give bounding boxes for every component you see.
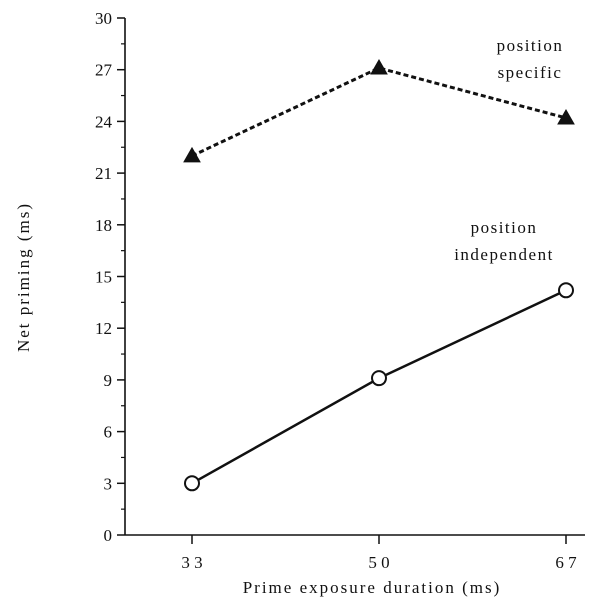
series-position-specific: [183, 58, 575, 163]
x-tick-label: 6 7: [555, 553, 577, 572]
y-tick-label: 0: [104, 526, 113, 545]
series-label-line: position: [497, 36, 564, 55]
y-axis-title: Net priming (ms): [14, 202, 33, 352]
x-tick-label: 5 0: [368, 553, 389, 572]
series-label-line: independent: [454, 245, 554, 264]
x-ticks: 3 3 5 0 6 7: [181, 535, 577, 572]
x-tick-label: 3 3: [181, 553, 202, 572]
y-tick-label: 30: [95, 9, 112, 28]
data-point-triangle: [370, 58, 388, 75]
y-tick-label: 21: [95, 164, 112, 183]
data-point-circle: [371, 370, 387, 387]
y-tick-label: 12: [95, 319, 112, 338]
x-axis-title: Prime exposure duration (ms): [243, 578, 502, 597]
series-line: [191, 66, 567, 158]
y-tick-label: 3: [104, 474, 113, 493]
data-point-circle: [184, 475, 200, 492]
y-tick-label: 9: [104, 371, 113, 390]
series-label-position-specific: position specific: [497, 36, 564, 82]
series-label-line: position: [471, 218, 538, 237]
series-position-independent: [184, 282, 574, 492]
y-tick-label: 15: [95, 268, 112, 287]
y-tick-label: 18: [95, 216, 112, 235]
y-tick-label: 6: [104, 423, 113, 442]
series-label-position-independent: position independent: [454, 218, 554, 264]
series-line: [191, 289, 567, 485]
y-tick-label: 24: [95, 112, 113, 131]
series-label-line: specific: [498, 63, 563, 82]
data-point-circle: [558, 282, 574, 299]
data-point-triangle: [557, 108, 575, 125]
data-point-triangle: [183, 146, 201, 163]
y-ticks: 0 3 6 9 12 15 18 21 24 27 30: [95, 9, 125, 545]
axes: [124, 18, 585, 536]
y-tick-label: 27: [95, 61, 113, 80]
series-layer: [183, 58, 575, 492]
